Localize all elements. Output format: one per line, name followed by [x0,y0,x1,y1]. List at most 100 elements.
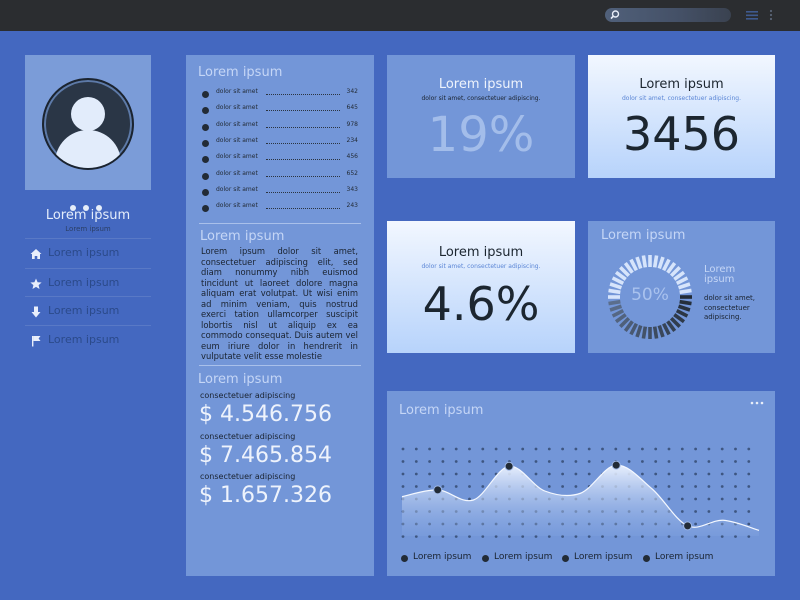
grid-dot [521,447,525,451]
gauge-tick [611,309,625,318]
list-item[interactable]: dolor sit amet 234 [202,137,358,149]
money-label: consectetuer adipiscing [200,432,296,441]
gauge-tick [635,256,643,270]
grid-dot [534,460,538,463]
avatar[interactable] [42,78,134,170]
grid-dot [428,460,431,463]
stat-card[interactable]: Lorem ipsum dolor sit amet, consectetuer… [588,55,775,178]
menu-icon[interactable] [744,8,760,22]
grid-dot [747,497,751,501]
grid-dot [654,447,658,451]
sidebar-item-label: Lorem ipsum [48,304,120,317]
grid-dot [734,472,737,476]
gauge-tick [679,288,692,295]
money-value: $ 1.657.326 [199,483,332,508]
grid-dot [414,485,418,488]
stat-subtitle: dolor sit amet, consectetuer adipiscing. [621,95,741,102]
sidebar-item-flags[interactable]: Lorem ipsum [25,325,151,353]
gauge-tick [677,304,691,312]
legend-marker [401,555,408,562]
gauge-tick [609,304,623,312]
list-panel-title: Lorem ipsum [198,65,283,80]
bullet-icon [202,172,209,180]
stat-card[interactable]: Lorem ipsum dolor sit amet, consectetuer… [387,221,575,353]
grid-dot [587,472,591,476]
list-item[interactable]: dolor sit amet 343 [202,186,358,198]
list-item-label: dolor sit amet [216,120,258,128]
grid-dot [707,485,711,488]
grid-dot [574,472,578,476]
chart-more-icon[interactable] [749,399,765,407]
gauge-card[interactable]: Lorem ipsum 50% Lorem ipsum dolor sit am… [588,221,775,353]
grid-dot [680,485,684,488]
gauge-tick [609,282,623,290]
data-point[interactable] [504,461,514,471]
star-icon [30,278,42,289]
list-item[interactable]: dolor sit amet 645 [202,104,358,116]
data-point[interactable] [611,460,621,470]
grid-dot [468,447,471,451]
grid-dot [468,472,471,476]
chart-line [401,464,760,531]
grid-dot [720,485,724,488]
list-item[interactable]: dolor sit amet 978 [202,121,358,133]
gauge-side-title: Lorem ipsum [704,264,736,285]
data-point[interactable] [433,485,443,495]
list-item-value: 342 [346,88,358,95]
grid-dot [694,485,697,488]
bullet-icon [202,205,209,213]
grid-dot [720,510,724,513]
sidebar-item-home[interactable]: Lorem ipsum [25,238,151,266]
sidebar-item-favorites[interactable]: Lorem ipsum [25,268,151,296]
gauge-tick [669,316,681,328]
gauge-tick [623,261,634,274]
gauge-tick [652,255,659,268]
divider [199,365,361,366]
grid-dot [707,447,711,451]
grid-dot [627,447,631,451]
bullet-icon [202,107,209,115]
grid-dot [654,460,658,463]
legend-marker [643,555,650,562]
search-input[interactable] [605,8,731,22]
stat-value: 19% [427,107,535,163]
gauge-tick [675,276,689,285]
sidebar-item-label: Lorem ipsum [48,246,120,259]
stat-card[interactable]: Lorem ipsum dolor sit amet, consectetuer… [387,55,575,178]
gauge-side-text: dolor sit amet, consectetuer adipiscing. [704,294,756,321]
grid-dot [747,522,751,526]
list-item[interactable]: dolor sit amet 243 [202,202,358,214]
gauge-tick [657,324,665,338]
grid-dot [508,447,511,451]
more-dots-icon[interactable] [70,196,109,215]
grid-dot [428,447,431,451]
grid-dot [747,510,751,513]
grid-dot [680,497,684,501]
chart-card: Lorem ipsum [387,391,775,576]
data-point[interactable] [683,521,693,531]
grid-dot [401,485,405,488]
more-vert-icon[interactable] [765,8,781,22]
grid-dot [454,485,458,488]
grid-dot [561,472,564,476]
list-item-value: 645 [346,104,358,112]
list-item-label: dolor sit amet [216,169,258,177]
grid-dot [694,510,697,513]
chart-title: Lorem ipsum [399,403,484,418]
gauge-tick [662,258,671,272]
stat-value: 3456 [622,107,741,161]
grid-dot [468,485,471,488]
gauge-tick [657,256,665,270]
download-icon [31,306,41,318]
grid-dot [734,460,737,463]
gauge-tick [619,316,631,328]
grid-dot [720,497,724,501]
gauge-tick [611,276,625,285]
sidebar-item-downloads[interactable]: Lorem ipsum [25,296,151,324]
area-chart [401,447,760,538]
list-item[interactable]: dolor sit amet 456 [202,153,358,165]
list-item[interactable]: dolor sit amet 342 [202,88,358,100]
grid-dot [720,472,724,476]
grid-dot [667,497,671,501]
list-item[interactable]: dolor sit amet 652 [202,170,358,182]
